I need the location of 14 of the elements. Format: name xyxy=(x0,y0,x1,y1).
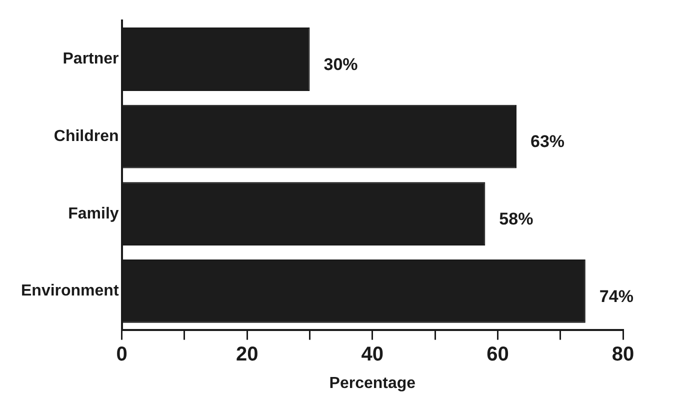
y-tick-label: Environment xyxy=(20,282,120,300)
x-tick-label: 60 xyxy=(486,343,509,366)
y-tick-label: Family xyxy=(68,205,119,222)
data-label: 58% xyxy=(499,210,534,229)
x-tick-label: 0 xyxy=(116,343,128,366)
data-label: 63% xyxy=(530,132,565,152)
y-tick-label: Partner xyxy=(62,50,119,68)
x-tick-label: 80 xyxy=(612,343,634,366)
data-label: 30% xyxy=(324,54,358,74)
y-tick-label: Children xyxy=(54,128,119,145)
data-label: 74% xyxy=(599,286,634,306)
x-tick-label: 40 xyxy=(361,343,384,366)
x-tick-label: 20 xyxy=(236,343,258,366)
x-axis-title: Percentage xyxy=(329,374,416,392)
